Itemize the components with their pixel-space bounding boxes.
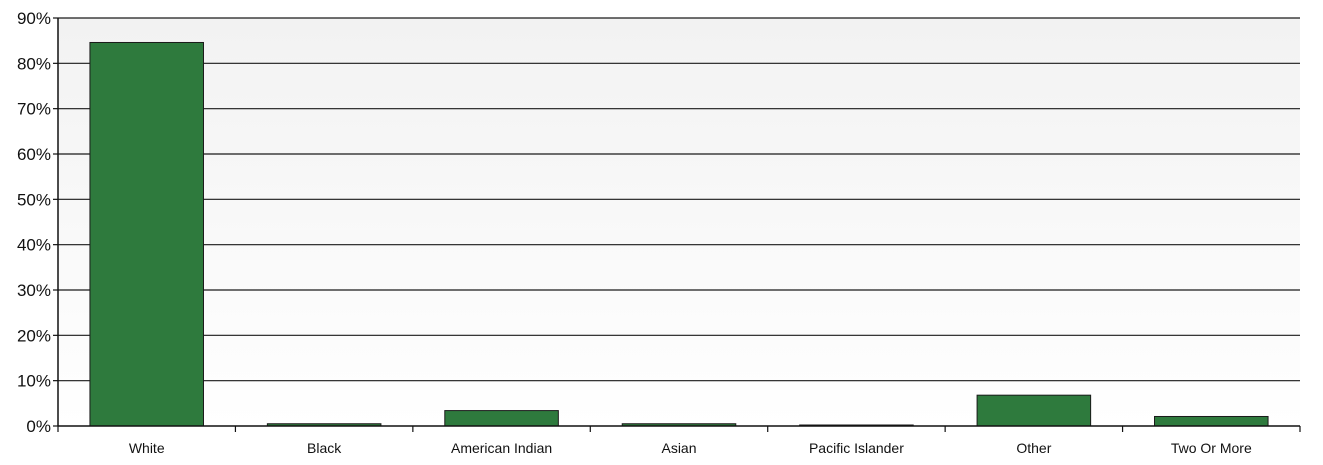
- y-tick-label: 20%: [17, 326, 51, 345]
- x-tick-label: Asian: [661, 440, 696, 456]
- y-tick-label: 40%: [17, 236, 51, 255]
- plot-area: [58, 18, 1300, 426]
- x-tick-labels: White Black American Indian Asian Pacific Is…: [129, 440, 1252, 456]
- axes: [57, 18, 1301, 432]
- y-tick-label: 0%: [26, 417, 51, 436]
- bar-two-or-more: [1154, 415, 1269, 427]
- y-tick-label: 50%: [17, 190, 51, 209]
- y-tick-label: 10%: [17, 372, 51, 391]
- bar-other: [976, 394, 1092, 427]
- x-tick-label: Black: [307, 440, 342, 456]
- bar-white: [89, 41, 204, 427]
- x-tick-label: Pacific Islander: [809, 440, 904, 456]
- x-tick-label: White: [129, 440, 165, 456]
- bar-american-indian: [444, 410, 559, 427]
- y-tick-label: 70%: [17, 100, 51, 119]
- y-tick-label: 80%: [17, 54, 51, 73]
- y-tick-label: 60%: [17, 145, 51, 164]
- y-tick-label: 90%: [17, 9, 51, 28]
- y-tick-labels: 0% 10% 20% 30% 40% 50% 60% 70% 80% 90%: [17, 9, 51, 436]
- bars: [89, 41, 1269, 427]
- gridlines: [53, 17, 1300, 427]
- x-tick-label: Other: [1016, 440, 1051, 456]
- y-tick-label: 30%: [17, 281, 51, 300]
- x-tick-label: American Indian: [451, 440, 552, 456]
- x-tick-label: Two Or More: [1171, 440, 1252, 456]
